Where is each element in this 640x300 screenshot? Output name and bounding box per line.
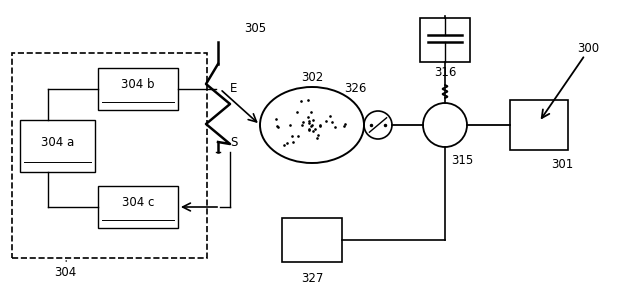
FancyBboxPatch shape xyxy=(282,218,342,262)
Text: E: E xyxy=(230,82,237,94)
Text: 315: 315 xyxy=(451,154,473,166)
Text: 316: 316 xyxy=(434,65,456,79)
FancyBboxPatch shape xyxy=(510,100,568,150)
Text: 301: 301 xyxy=(551,158,573,172)
Text: 300: 300 xyxy=(577,41,599,55)
FancyBboxPatch shape xyxy=(98,186,178,228)
Text: 327: 327 xyxy=(301,272,323,284)
FancyBboxPatch shape xyxy=(20,120,95,172)
Text: 302: 302 xyxy=(301,71,323,85)
FancyBboxPatch shape xyxy=(420,18,470,62)
Text: 304 c: 304 c xyxy=(122,196,154,209)
Text: 304 b: 304 b xyxy=(121,79,155,92)
FancyBboxPatch shape xyxy=(98,68,178,110)
Text: 304: 304 xyxy=(54,266,76,278)
Text: 305: 305 xyxy=(244,22,266,34)
Text: 326: 326 xyxy=(344,82,366,94)
Text: S: S xyxy=(230,136,237,148)
Text: 304 a: 304 a xyxy=(41,136,74,148)
